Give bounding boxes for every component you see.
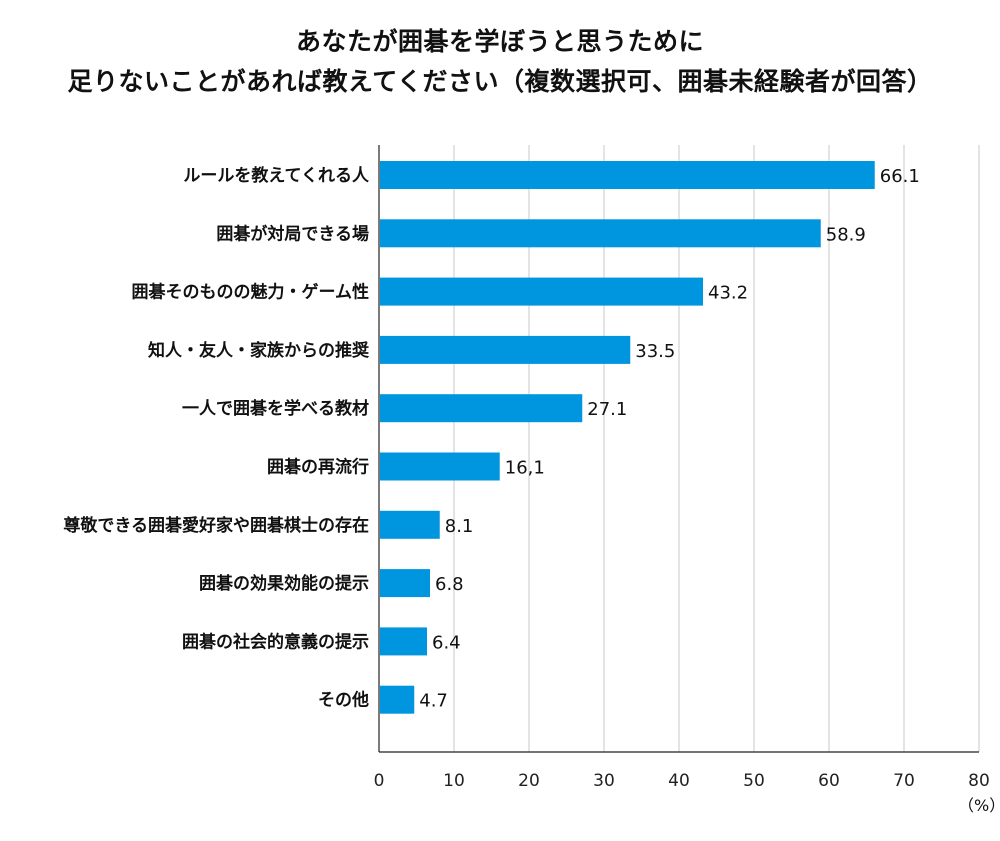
x-tick-label: 40 bbox=[668, 771, 690, 791]
value-label: 8.1 bbox=[445, 516, 474, 537]
category-label: 尊敬できる囲碁愛好家や囲碁棋士の存在 bbox=[63, 515, 369, 536]
bar bbox=[380, 452, 500, 481]
value-label: 43.2 bbox=[708, 283, 748, 304]
category-label: 囲碁の再流行 bbox=[267, 457, 369, 478]
value-label: 6.8 bbox=[435, 574, 464, 595]
x-tick-label: 10 bbox=[443, 771, 465, 791]
bar bbox=[380, 627, 427, 656]
x-tick-label: 60 bbox=[818, 771, 840, 791]
bar bbox=[380, 394, 583, 423]
category-label: 囲碁そのものの魅力・ゲーム性 bbox=[132, 282, 370, 303]
x-tick-label: 0 bbox=[374, 771, 385, 791]
x-axis-unit-label: （%） bbox=[958, 796, 1000, 815]
category-label: 一人で囲碁を学べる教材 bbox=[182, 398, 369, 419]
bar bbox=[380, 161, 875, 189]
x-tick-label: 20 bbox=[518, 771, 540, 791]
bar bbox=[380, 569, 430, 598]
bar bbox=[380, 335, 631, 364]
x-tick-label: 30 bbox=[593, 771, 615, 791]
bar bbox=[380, 510, 440, 539]
x-tick-label: 50 bbox=[743, 771, 765, 791]
value-label: 66.1 bbox=[880, 166, 920, 187]
value-label: 27.1 bbox=[587, 399, 627, 420]
category-label: ルールを教えてくれる人 bbox=[183, 165, 370, 186]
value-label: 33.5 bbox=[635, 341, 675, 362]
value-label: 4.7 bbox=[419, 691, 448, 712]
chart-title-line-1: あなたが囲碁を学ぼうと思うために bbox=[295, 27, 704, 56]
category-label: 囲碁が対局できる場 bbox=[216, 223, 369, 244]
category-label: 知人・友人・家族からの推奨 bbox=[147, 340, 370, 361]
value-label: 6.4 bbox=[432, 632, 461, 653]
x-tick-label: 70 bbox=[893, 771, 915, 791]
category-label: 囲碁の社会的意義の提示 bbox=[182, 631, 369, 652]
chart-title-line-2: 足りないことがあれば教えてください（複数選択可、囲碁未経験者が回答） bbox=[67, 67, 933, 96]
value-label: 16,1 bbox=[505, 458, 545, 479]
bar bbox=[380, 277, 703, 306]
category-label: その他 bbox=[318, 690, 369, 711]
value-label: 58.9 bbox=[826, 224, 866, 245]
category-label: 囲碁の効果効能の提示 bbox=[199, 573, 369, 594]
bar bbox=[380, 685, 415, 714]
x-tick-label: 80 bbox=[968, 771, 990, 791]
bar bbox=[380, 219, 821, 248]
